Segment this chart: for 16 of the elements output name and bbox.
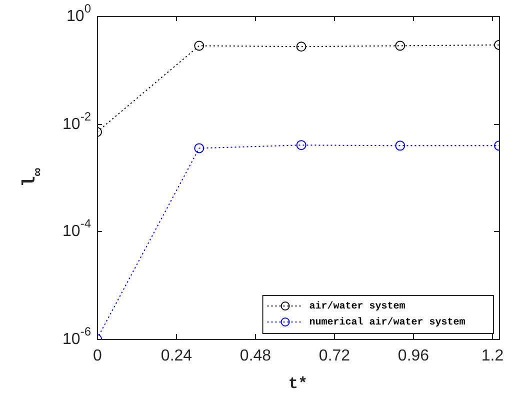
legend-label: air/water system	[309, 300, 406, 313]
x-tick-label: 1.2	[481, 347, 504, 364]
x-axis-title: t*	[288, 375, 308, 394]
x-tick-label: 0.24	[160, 347, 192, 364]
point	[194, 40, 204, 51]
point	[395, 140, 406, 151]
legend-label: numerical air/water system	[309, 316, 466, 329]
point	[194, 143, 204, 154]
x-tick-label: 0.72	[318, 347, 350, 364]
x-tick-label: 0.96	[398, 347, 430, 364]
x-tick-label: 0.48	[240, 347, 272, 364]
x-tick-label: 0	[93, 347, 102, 364]
point	[296, 42, 306, 52]
point	[296, 140, 306, 150]
point	[395, 40, 406, 51]
y-axis-title: l∞	[20, 168, 47, 187]
